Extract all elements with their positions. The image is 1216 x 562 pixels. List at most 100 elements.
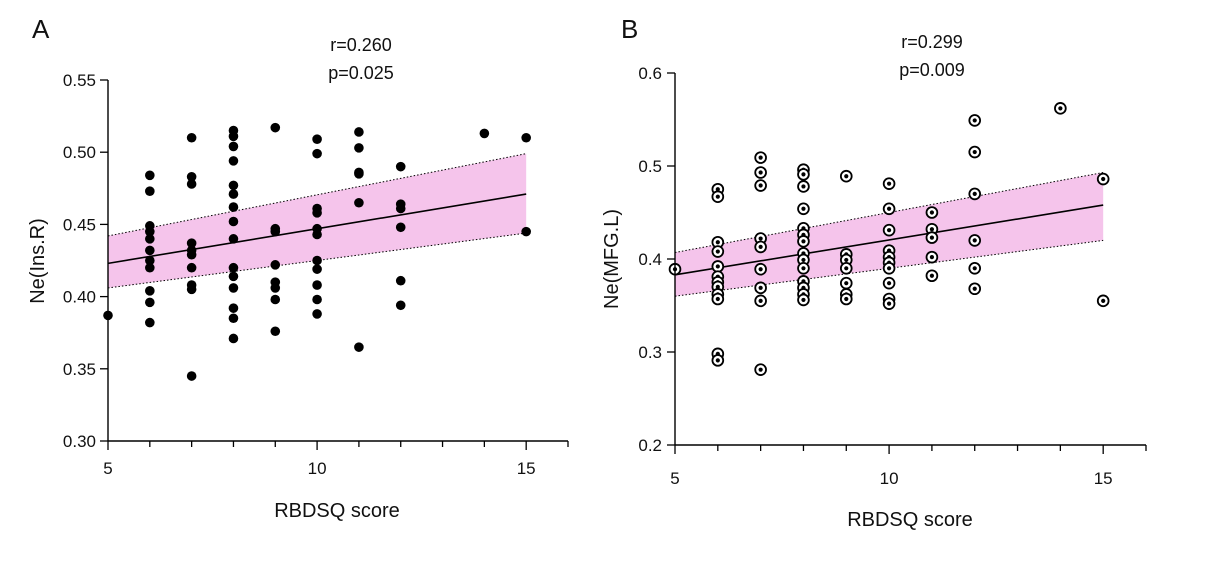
panel-a-data-point <box>354 143 364 153</box>
panel-b-data-point <box>797 235 810 248</box>
panel-a-y-tick-label: 0.45 <box>63 215 96 234</box>
panel-a-data-point <box>145 255 155 266</box>
panel-a-data-point <box>145 262 155 273</box>
panel-b-data-point <box>839 169 853 183</box>
point-center <box>972 238 977 243</box>
panel-a-data-point <box>145 297 155 308</box>
panel-a-ci-upper-line <box>107 153 527 237</box>
point-center <box>886 181 892 186</box>
panel-b-y-tick-label: 0.6 <box>638 64 662 83</box>
point-center <box>801 206 806 211</box>
panel-b-data-point <box>754 294 767 308</box>
point-center <box>715 187 720 192</box>
panel-a-data-point <box>228 262 239 273</box>
panel-b-regression-line <box>674 204 1104 276</box>
panel-a-x-tick-label: 10 <box>308 459 327 478</box>
panel-a-data-point <box>312 264 322 274</box>
panel-b-x-tick-label: 5 <box>670 469 679 488</box>
panel-a-data-point <box>521 132 531 143</box>
point-center <box>886 206 892 211</box>
point-center <box>801 184 806 189</box>
point-center <box>886 266 892 271</box>
panel-a-data-point <box>395 203 406 214</box>
panel-b-data-point <box>968 282 982 296</box>
point-center <box>929 255 935 260</box>
panel-a-y-tick-label: 0.40 <box>63 288 96 307</box>
panel-a-data-point <box>312 208 322 218</box>
panel-b-y-tick-label: 0.5 <box>638 157 662 176</box>
panel-b: B r=0.299 p=0.009 RBDSQ score Ne(MFG.L) … <box>601 14 1147 531</box>
panel-b-data-point <box>968 187 982 201</box>
panel-a-data-point <box>312 229 322 240</box>
panel-b-r-value: r=0.299 <box>901 32 963 52</box>
panel-a-data-point <box>186 132 197 143</box>
point-center <box>758 236 763 241</box>
point-center <box>801 172 806 177</box>
panel-b-letter: B <box>621 14 638 44</box>
point-center <box>715 194 720 199</box>
panel-b-data-point <box>754 363 767 376</box>
panel-b-data-point <box>797 261 810 275</box>
panel-a-data-point <box>354 127 364 137</box>
panel-b-y-axis-title: Ne(MFG.L) <box>601 209 623 309</box>
panel-a-data-point <box>395 222 406 233</box>
panel-a-data-point <box>228 141 239 152</box>
panel-a-data-point <box>270 283 281 293</box>
panel-a-data-point <box>145 286 155 296</box>
panel-b-data-point <box>754 179 767 192</box>
point-center <box>972 286 977 291</box>
panel-a-data-point <box>479 128 490 139</box>
panel-a-y-tick-label: 0.50 <box>63 143 96 162</box>
point-center <box>844 174 849 179</box>
panel-a-data-point <box>270 122 281 133</box>
point-center <box>715 358 720 363</box>
panel-a-data-point <box>312 255 322 266</box>
panel-a-data-point <box>270 294 281 305</box>
panel-b-data-point <box>711 235 725 249</box>
panel-b-data-point <box>968 261 982 275</box>
point-center <box>1101 298 1106 303</box>
panel-a-data-point <box>354 342 364 352</box>
panel-a-data-point <box>145 226 155 237</box>
point-center <box>886 281 892 286</box>
panel-b-data-point <box>754 166 767 179</box>
panel-b-data-point <box>754 262 767 276</box>
point-center <box>886 301 892 306</box>
panel-a-data-point <box>228 283 239 293</box>
panel-a-data-point <box>228 333 239 344</box>
panel-b-data-point <box>711 292 725 306</box>
panel-a-letter: A <box>32 14 50 44</box>
point-center <box>1101 176 1106 182</box>
panel-a-data-point <box>186 238 197 248</box>
panel-a-data-point <box>312 134 322 145</box>
point-center <box>844 281 849 286</box>
panel-a-data-point <box>186 371 197 381</box>
point-center <box>972 149 977 155</box>
point-center <box>758 285 763 290</box>
panel-b-data-point <box>839 261 853 275</box>
panel-b-data-point <box>882 223 896 237</box>
panel-b-x-tick-label: 10 <box>880 469 899 488</box>
panel-b-data-point <box>1054 102 1067 115</box>
panel-a-y-tick-label: 0.35 <box>63 360 96 379</box>
panel-a-data-point <box>312 309 322 319</box>
panel-b-x-tick-label: 15 <box>1094 469 1113 488</box>
point-center <box>972 118 977 123</box>
panel-a-data-point <box>186 179 197 189</box>
panel-b-data-point <box>925 250 939 264</box>
panel-b-data-point <box>882 261 896 275</box>
panel-a-data-point <box>228 234 239 244</box>
panel-a-plot-area: 5 10 15 0.30 0.35 0.40 0.45 0.50 0.55 <box>63 71 569 478</box>
panel-b-data-point <box>797 202 810 216</box>
panel-b-data-point <box>882 276 896 290</box>
panel-b-data-point <box>925 269 939 283</box>
point-center <box>758 170 763 175</box>
point-center <box>801 257 806 263</box>
panel-b-data-point <box>968 234 982 247</box>
panel-a-data-point <box>145 186 155 196</box>
panel-a: A r=0.260 p=0.025 RBDSQ score Ne(Ins.R) … <box>27 14 569 522</box>
panel-a-data-point <box>270 260 281 270</box>
point-center <box>801 297 806 303</box>
point-center <box>758 183 763 188</box>
